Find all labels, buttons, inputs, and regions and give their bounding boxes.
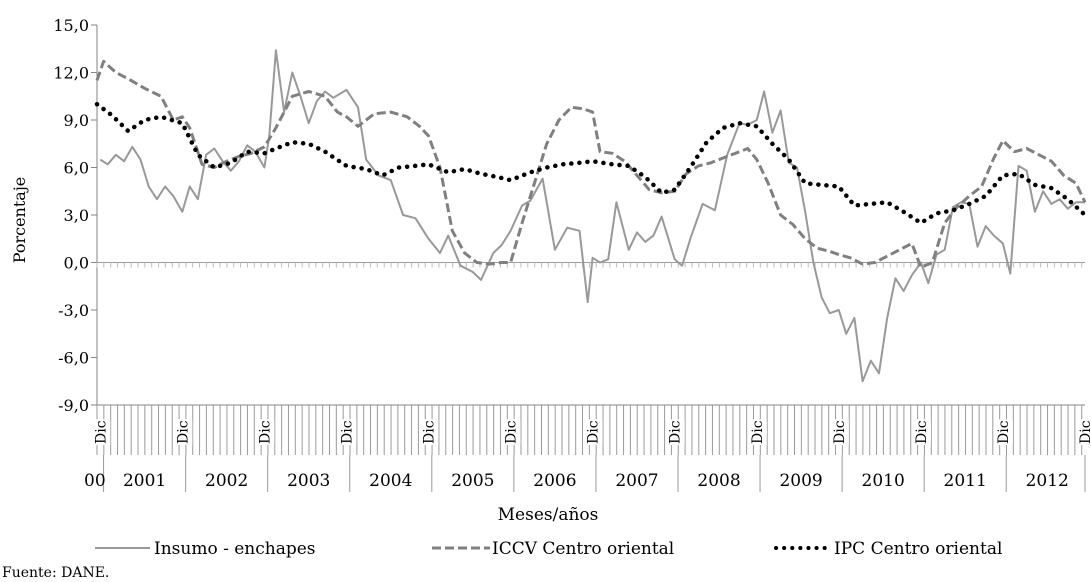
y-tick-label: -9,0 (58, 396, 89, 415)
y-tick-label: 12,0 (53, 64, 89, 83)
year-label: 2004 (369, 471, 412, 491)
dec-marker-bg (338, 419, 357, 445)
dec-marker-bg (92, 419, 111, 445)
y-tick-label: 0,0 (64, 254, 89, 273)
dec-marker-bg (912, 419, 931, 445)
dec-marker-label: Dic (586, 420, 602, 444)
series-line-iccv (95, 59, 1087, 269)
legend: Insumo - enchapes ICCV Centro oriental I… (95, 539, 1002, 559)
series-line-ipc (94, 101, 1088, 226)
dec-marker-bg (502, 419, 521, 445)
x-axis-label: Meses/años (498, 505, 599, 525)
year-label: 2002 (205, 471, 248, 491)
y-tick-label: 9,0 (64, 111, 89, 130)
year-label: 00 (84, 471, 106, 491)
series-line-insumo (99, 49, 1085, 383)
year-label: 2007 (615, 471, 658, 491)
plot-area (94, 49, 1088, 383)
source-note: Fuente: DANE. (2, 565, 109, 581)
year-label: 2010 (862, 471, 905, 491)
dec-marker-label: Dic (1078, 420, 1091, 444)
dec-marker-bg (584, 419, 603, 445)
year-label: 2009 (779, 471, 822, 491)
dec-marker-bg (420, 419, 439, 445)
y-tick-label: 15,0 (53, 16, 89, 35)
dec-marker-label: Dic (175, 420, 191, 444)
y-axis: 15,0 12,0 9,0 6,0 3,0 0,0 -3,0 -6,0 -9,0 (53, 16, 98, 415)
legend-label-insumo: Insumo - enchapes (154, 539, 316, 559)
dec-marker-label: Dic (339, 420, 355, 444)
y-axis-label: Porcentaje (10, 177, 29, 264)
dec-marker-label: Dic (750, 420, 766, 444)
year-label: 2012 (1026, 471, 1069, 491)
y-tick-label: 6,0 (64, 159, 89, 178)
dec-marker-bg (830, 419, 849, 445)
year-label: 2006 (533, 471, 576, 491)
dec-marker-label: Dic (257, 420, 273, 444)
dec-marker-label: Dic (832, 420, 848, 444)
legend-entry-insumo: Insumo - enchapes (95, 539, 316, 559)
dec-marker-bg (666, 419, 685, 445)
legend-entry-ipc: IPC Centro oriental (774, 539, 1002, 559)
legend-label-iccv: ICCV Centro oriental (492, 539, 674, 559)
year-label: 2011 (944, 471, 987, 491)
y-tick-label: -3,0 (58, 301, 89, 320)
y-tick-label: 3,0 (64, 206, 89, 225)
y-tick-label: -6,0 (58, 349, 89, 368)
dec-marker-label: Dic (996, 420, 1012, 444)
dec-marker-label: Dic (504, 420, 520, 444)
dec-marker-label: Dic (422, 420, 438, 444)
year-label: 2005 (451, 471, 494, 491)
year-label: 2003 (287, 471, 330, 491)
dec-marker-label: Dic (914, 420, 930, 444)
dec-marker-bg (994, 419, 1013, 445)
legend-label-ipc: IPC Centro oriental (834, 539, 1002, 559)
legend-entry-iccv: ICCV Centro oriental (432, 539, 674, 559)
year-label: 2008 (697, 471, 740, 491)
year-label: 2001 (123, 471, 166, 491)
x-axis: Dic Dic Dic Dic Dic Dic Dic Dic Dic Dic Dic Dic Dic 0… (84, 262, 1091, 492)
dec-marker-bg (256, 419, 275, 445)
dec-marker-label: Dic (93, 420, 109, 444)
dec-marker-label: Dic (668, 420, 684, 444)
dec-marker-bg (174, 419, 193, 445)
dec-marker-bg (748, 419, 767, 445)
